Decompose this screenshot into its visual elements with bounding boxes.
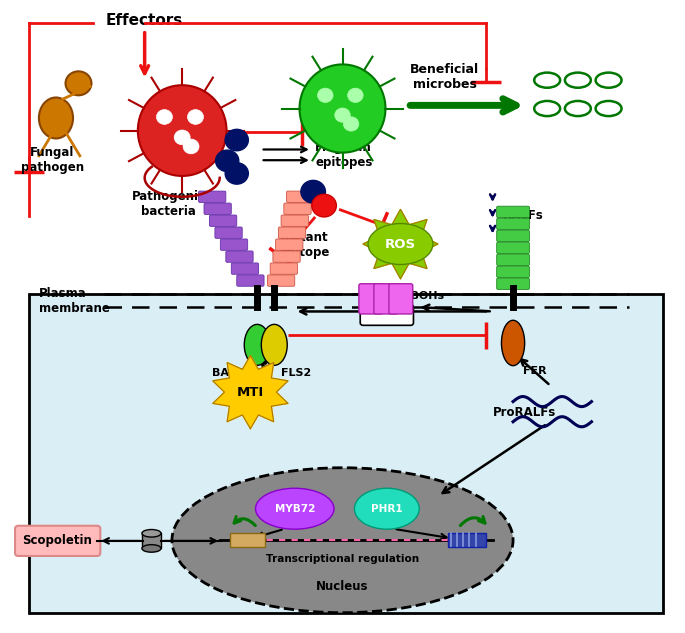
FancyBboxPatch shape (275, 239, 303, 250)
FancyBboxPatch shape (281, 215, 308, 227)
FancyBboxPatch shape (497, 242, 530, 253)
FancyBboxPatch shape (204, 203, 232, 215)
Ellipse shape (245, 324, 270, 365)
Circle shape (216, 150, 239, 172)
Ellipse shape (261, 324, 287, 365)
FancyBboxPatch shape (497, 266, 530, 277)
Text: MTI: MTI (237, 385, 264, 399)
Text: RBOHs: RBOHs (402, 291, 444, 301)
Text: Fungal
pathogen: Fungal pathogen (21, 146, 84, 174)
FancyBboxPatch shape (497, 230, 530, 242)
Text: ROS: ROS (385, 237, 416, 251)
Ellipse shape (354, 488, 419, 529)
Ellipse shape (501, 320, 525, 366)
FancyBboxPatch shape (273, 251, 300, 262)
Circle shape (174, 130, 190, 145)
FancyBboxPatch shape (270, 263, 297, 274)
Text: Mutant
epitope: Mutant epitope (279, 232, 330, 260)
Polygon shape (213, 356, 288, 429)
FancyBboxPatch shape (497, 254, 530, 265)
Text: Pathogenic
bacteria: Pathogenic bacteria (132, 191, 206, 218)
FancyBboxPatch shape (497, 206, 530, 218)
Circle shape (318, 88, 333, 103)
Ellipse shape (142, 544, 161, 552)
FancyBboxPatch shape (278, 227, 306, 239)
Text: MYB72: MYB72 (275, 504, 315, 514)
FancyBboxPatch shape (226, 251, 253, 262)
Circle shape (312, 194, 336, 217)
Circle shape (225, 163, 249, 184)
Ellipse shape (256, 488, 334, 529)
Circle shape (66, 72, 91, 96)
FancyBboxPatch shape (230, 532, 265, 546)
Text: Scopoletin: Scopoletin (23, 534, 92, 548)
Text: ProRALFs: ProRALFs (493, 406, 556, 419)
FancyBboxPatch shape (199, 191, 226, 203)
FancyBboxPatch shape (237, 275, 264, 286)
Text: Plasma
membrane: Plasma membrane (39, 287, 110, 315)
Ellipse shape (299, 65, 386, 153)
Text: FER: FER (523, 367, 547, 377)
Text: PHR1: PHR1 (371, 504, 403, 514)
FancyBboxPatch shape (215, 227, 242, 239)
Ellipse shape (368, 223, 433, 265)
Circle shape (225, 129, 249, 151)
FancyBboxPatch shape (267, 275, 295, 286)
Ellipse shape (142, 530, 161, 537)
Ellipse shape (138, 85, 227, 176)
FancyBboxPatch shape (360, 304, 414, 325)
FancyBboxPatch shape (232, 263, 258, 274)
Circle shape (156, 110, 173, 124)
Text: RALFs: RALFs (503, 209, 544, 222)
FancyBboxPatch shape (210, 215, 237, 227)
FancyBboxPatch shape (142, 533, 161, 548)
FancyBboxPatch shape (286, 191, 314, 203)
Text: BAK1: BAK1 (212, 368, 246, 379)
FancyBboxPatch shape (389, 284, 413, 314)
Circle shape (335, 108, 350, 122)
Ellipse shape (172, 468, 513, 613)
FancyBboxPatch shape (497, 218, 530, 230)
Circle shape (348, 88, 363, 103)
Text: Transcriptional regulation: Transcriptional regulation (266, 554, 419, 564)
Circle shape (343, 117, 359, 131)
Polygon shape (363, 210, 438, 279)
Text: Nucleus: Nucleus (316, 580, 369, 592)
FancyBboxPatch shape (497, 278, 530, 289)
Circle shape (183, 139, 199, 154)
Text: Effectors: Effectors (106, 13, 184, 28)
FancyBboxPatch shape (284, 203, 311, 215)
FancyBboxPatch shape (221, 239, 248, 250)
Text: Beneficial
microbes: Beneficial microbes (410, 63, 480, 91)
Text: Flagellin
epitopes: Flagellin epitopes (315, 141, 373, 168)
FancyBboxPatch shape (359, 284, 383, 314)
Ellipse shape (39, 97, 73, 139)
FancyBboxPatch shape (448, 532, 486, 546)
FancyBboxPatch shape (374, 284, 398, 314)
Text: FLS2: FLS2 (281, 368, 312, 379)
Bar (29, 294, 663, 613)
Circle shape (188, 110, 203, 124)
Circle shape (301, 180, 325, 203)
FancyBboxPatch shape (15, 526, 100, 556)
